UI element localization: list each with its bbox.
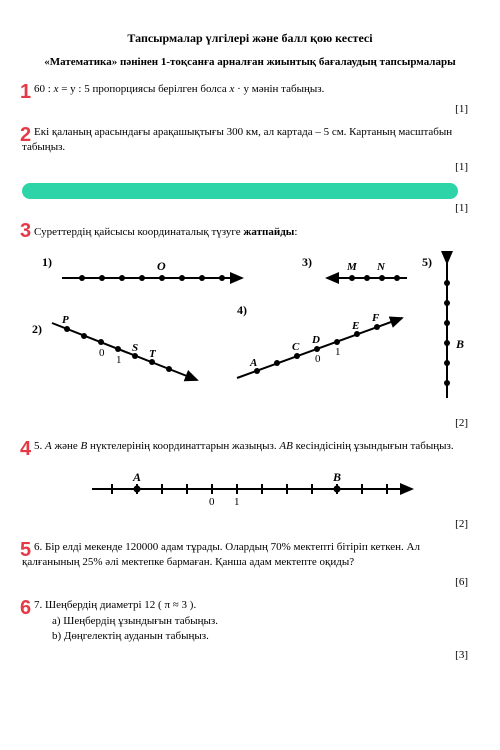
question-4: 4 5. A және B нүктелерінің координаттары… [22, 439, 478, 454]
q6-text: 7. Шеңбердің диаметрі 12 ( π ≈ 3 ). [22, 599, 196, 611]
q5-body: Бір елді мекенде 120000 адам тұрады. Ола… [22, 541, 420, 568]
q4-A: A [45, 440, 52, 452]
q1-a: 60 : [34, 83, 54, 95]
question-2: 2 Екі қаланың арасындағы арақашықтығы 30… [22, 125, 478, 156]
annotation-2: 2 [20, 121, 31, 149]
d5-label: 5) [422, 255, 432, 269]
q2-text: Екі қаланың арасындағы арақашықтығы 300 … [22, 126, 452, 153]
d3-N: N [376, 261, 386, 273]
q1-b: = y : 5 пропорциясы берілген болса [58, 83, 229, 95]
annotation-4: 4 [20, 435, 31, 463]
d2-label: 2) [32, 322, 42, 336]
d4-A: A [249, 357, 257, 369]
ab-0: 0 [209, 496, 215, 508]
d4-E: E [351, 320, 359, 332]
d2-1: 1 [116, 354, 122, 366]
q3-b: жатпайды [243, 226, 294, 238]
q6-sub-b: b) Дөңгелектің ауданын табыңыз. [22, 629, 478, 644]
annotation-5: 5 [20, 536, 31, 564]
d2-S: S [132, 342, 138, 354]
q6-body: Шеңбердің диаметрі 12 ( π ≈ 3 ). [45, 599, 196, 611]
page-subtitle: «Математика» пәнінен 1-тоқсанға арналған… [22, 55, 478, 70]
d4-F: F [371, 312, 380, 324]
q1-score: [1] [22, 102, 468, 117]
d4-0: 0 [315, 353, 321, 365]
highlight-marker [22, 183, 458, 199]
annotation-6: 6 [20, 594, 31, 622]
d1-O: O [157, 259, 166, 273]
q4-score: [2] [22, 517, 468, 532]
q4-ta: және [52, 440, 81, 452]
d4-C: C [292, 341, 300, 353]
q6-num: 7. [34, 599, 45, 611]
d2-0: 0 [99, 347, 105, 359]
q4-tb: нүктелерінің координаттарын жазыңыз. [87, 440, 279, 452]
q3-a: Суреттердің қайсысы координаталық түзуге [34, 226, 243, 238]
d4-label: 4) [237, 303, 247, 317]
ab-A: A [132, 470, 141, 484]
q4-AB: AB [279, 440, 292, 452]
ab-line-svg: A B 0 1 [22, 461, 478, 511]
question-6: 6 7. Шеңбердің диаметрі 12 ( π ≈ 3 ). a)… [22, 598, 478, 644]
q5-score: [6] [22, 575, 468, 590]
q5-num: 6. [34, 541, 45, 553]
q4-tc: кесіндісінің ұзындығын табыңыз. [293, 440, 454, 452]
q2-score1: [1] [22, 160, 468, 175]
q6-sub-a: a) Шеңбердің ұзындығын табыңыз. [22, 614, 478, 629]
d4-1: 1 [335, 346, 341, 358]
q1-c: · y мәнін табыңыз. [234, 83, 324, 95]
q4-text: 5. A және B нүктелерінің координаттарын … [22, 440, 454, 452]
d2-T: T [149, 348, 157, 360]
q3-c: : [294, 226, 297, 238]
ab-1: 1 [234, 496, 240, 508]
q2-score2: [1] [22, 201, 468, 216]
annotation-1: 1 [20, 78, 31, 106]
q5-text: 6. Бір елді мекенде 120000 адам тұрады. … [22, 541, 420, 568]
d4-D: D [311, 334, 320, 346]
q6-score: [3] [22, 648, 468, 663]
q3-text: Суреттердің қайсысы координаталық түзуге… [22, 226, 297, 238]
coordinate-lines-svg: 1) O 3) M N 5) B 2) [22, 248, 478, 408]
d3-label: 3) [302, 255, 312, 269]
q3-score: [2] [22, 416, 468, 431]
ab-B: B [332, 470, 341, 484]
q4-diagram: A B 0 1 [22, 461, 478, 511]
d1-label: 1) [42, 255, 52, 269]
question-3: 3 Суреттердің қайсысы координаталық түзу… [22, 225, 478, 240]
d2-P: P [62, 314, 69, 326]
question-5: 5 6. Бір елді мекенде 120000 адам тұрады… [22, 540, 478, 571]
q3-diagram: 1) O 3) M N 5) B 2) [22, 248, 478, 408]
question-1: 1 60 : x = y : 5 пропорциясы берілген бо… [22, 82, 478, 97]
worksheet-page: Тапсырмалар үлгілері және балл қою кесте… [0, 0, 500, 750]
q4-num: 5. [34, 440, 45, 452]
page-title: Тапсырмалар үлгілері және балл қою кесте… [22, 30, 478, 47]
q1-text: 60 : x = y : 5 пропорциясы берілген болс… [22, 83, 324, 95]
annotation-3: 3 [20, 217, 31, 245]
d5-B: B [455, 337, 464, 351]
d3-M: M [346, 261, 358, 273]
